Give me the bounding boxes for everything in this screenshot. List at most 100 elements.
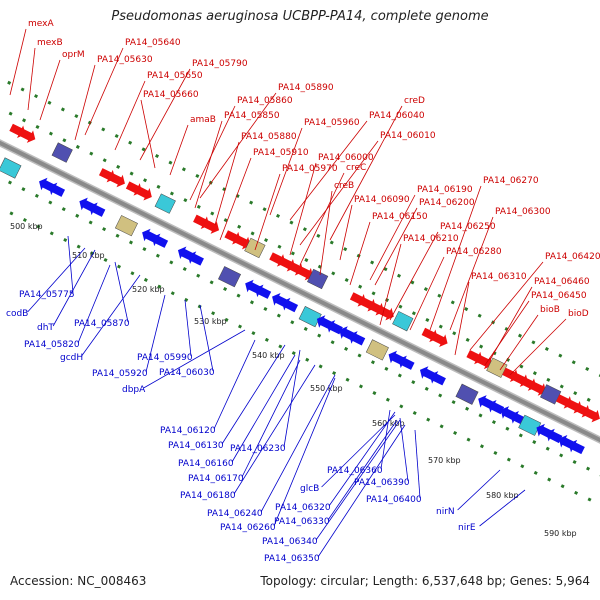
forward-gene-box [486, 357, 508, 378]
forward-gene-label: PA14_05960 [304, 118, 360, 128]
forward-gene-label: PA14_06270 [483, 176, 539, 186]
reverse-gene-arrow [339, 326, 356, 341]
reverse-gene-label: PA14_06030 [159, 368, 215, 378]
forward-gene-label: creC [346, 163, 366, 173]
reverse-gene-feature [245, 279, 272, 299]
forward-label-leader [189, 105, 236, 201]
forward-gene-label: PA14_05850 [224, 111, 280, 121]
reverse-gene-label: PA14_06340 [262, 537, 318, 547]
forward-gene-arrow [377, 306, 394, 321]
reverse-label-leader [315, 419, 401, 541]
forward-label-leader [369, 194, 416, 281]
forward-gene-label: PA14_06000 [318, 153, 374, 163]
reverse-gene-arrow [177, 246, 195, 261]
forward-gene-label: PA14_05860 [237, 96, 293, 106]
forward-gene-label: mexA [28, 19, 54, 29]
forward-gene-arrow [476, 354, 493, 370]
reverse-gene-arrow [536, 423, 553, 439]
reverse-gene-label: PA14_06160 [178, 459, 234, 469]
reverse-gene-arrow [558, 434, 575, 450]
kbp-tick-label: 520 kbp [132, 285, 165, 294]
reverse-gene-feature [218, 266, 242, 288]
reverse-label-leader [233, 364, 316, 495]
accession-text: Accession: NC_008463 [10, 574, 147, 588]
forward-gene-feature [392, 311, 414, 332]
forward-gene-label: PA14_05640 [125, 38, 181, 48]
forward-label-leader [329, 105, 403, 241]
forward-label-leader [289, 162, 317, 256]
reverse-gene-label: glcB [300, 484, 319, 494]
inner-fwd-ring [0, 106, 600, 408]
reverse-gene-label: PA14_06350 [264, 554, 320, 564]
reverse-gene-feature [536, 423, 563, 444]
reverse-label-leader [479, 489, 526, 527]
reverse-label-leader [317, 424, 406, 558]
forward-gene-feature [287, 261, 314, 281]
reverse-gene-arrow [478, 395, 495, 410]
reverse-gene-arrow [245, 279, 262, 295]
inner-rev-ring [0, 175, 600, 477]
forward-gene-feature [421, 327, 448, 347]
forward-gene-label: PA14_05890 [278, 83, 334, 93]
reverse-label-leader [81, 274, 141, 357]
forward-label-leader [499, 314, 539, 371]
reverse-gene-arrow [316, 315, 333, 330]
forward-label-leader [484, 300, 530, 366]
forward-label-leader [74, 64, 96, 141]
reverse-label-leader [143, 329, 246, 389]
reverse-gene-feature [339, 326, 366, 346]
forward-gene-label: mexB [37, 38, 63, 48]
forward-gene-feature [193, 214, 220, 234]
reverse-gene-label: PA14_06120 [160, 426, 216, 436]
forward-gene-arrow [530, 381, 547, 396]
forward-gene-arrow [431, 332, 448, 347]
forward-gene-feature [466, 349, 493, 370]
forward-gene-label: PA14_05970 [282, 164, 338, 174]
reverse-label-leader [213, 339, 256, 430]
reverse-label-leader [328, 411, 396, 507]
forward-label-leader [169, 124, 189, 176]
kbp-tick-label: 500 kbp [10, 222, 43, 231]
outer-tick-ring [7, 80, 600, 377]
reverse-gene-label: dhT [37, 323, 54, 333]
reverse-gene-label: PA14_05820 [24, 340, 80, 350]
forward-gene-feature [486, 357, 508, 378]
forward-label-leader [194, 120, 223, 209]
forward-gene-label: PA14_05880 [241, 132, 297, 142]
reverse-label-leader [199, 304, 214, 372]
reverse-label-leader [231, 354, 296, 463]
forward-gene-box [154, 193, 176, 214]
forward-gene-label: PA14_05650 [147, 71, 203, 81]
reverse-label-leader [27, 247, 86, 313]
forward-gene-arrow [583, 408, 600, 423]
forward-label-leader [299, 172, 345, 266]
forward-gene-arrow [202, 219, 220, 234]
reverse-label-leader [457, 469, 501, 511]
reverse-gene-arrow [272, 293, 289, 308]
reverse-gene-label: gcdH [60, 353, 83, 363]
reverse-gene-feature [388, 350, 415, 370]
forward-label-leader [379, 243, 402, 326]
forward-gene-box [392, 311, 414, 332]
forward-label-leader [449, 216, 494, 331]
forward-gene-arrow [19, 128, 36, 143]
reverse-label-leader [114, 261, 129, 323]
forward-label-leader [349, 221, 371, 286]
reverse-gene-label: nirN [436, 507, 455, 517]
reverse-label-leader [327, 419, 398, 521]
reverse-gene-label: PA14_06230 [230, 444, 286, 454]
reverse-label-leader [273, 377, 336, 527]
reverse-label-leader [221, 344, 286, 445]
forward-gene-label: creD [404, 96, 425, 106]
forward-gene-label: PA14_06200 [419, 198, 475, 208]
reverse-label-leader [145, 294, 166, 373]
reverse-gene-feature [316, 315, 343, 335]
forward-label-leader [509, 318, 567, 376]
forward-gene-label: amaB [190, 115, 216, 125]
reverse-gene-label: nirE [458, 523, 476, 533]
forward-label-leader [429, 185, 482, 331]
forward-gene-feature [367, 301, 394, 321]
forward-gene-label: bioD [568, 309, 589, 319]
forward-label-leader [454, 281, 470, 356]
